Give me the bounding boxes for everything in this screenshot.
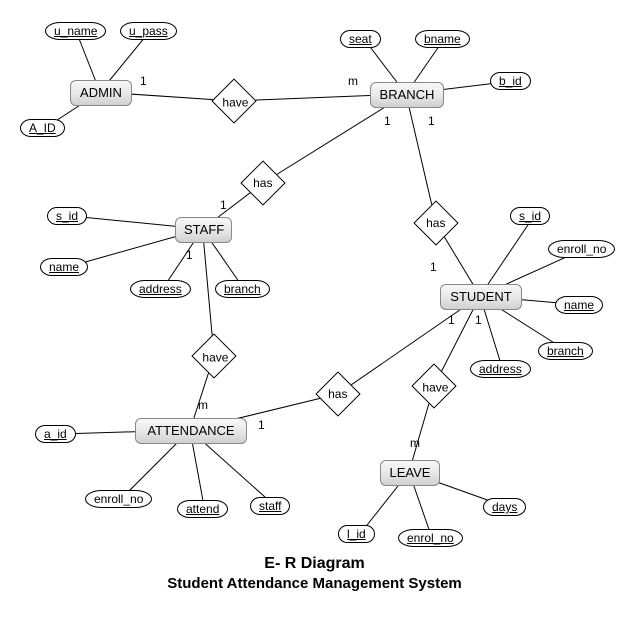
cardinality-label: 1: [430, 260, 437, 274]
entity-label: ADMIN: [80, 85, 122, 100]
node-address_stu: address: [470, 360, 531, 378]
node-seat: seat: [340, 30, 381, 48]
cardinality-label: m: [410, 436, 420, 450]
node-days: days: [483, 498, 526, 516]
node-leave: LEAVE: [380, 460, 440, 486]
attribute-label: branch: [547, 344, 584, 358]
attribute-label: u_pass: [129, 24, 168, 38]
node-address_staff: address: [130, 280, 191, 298]
attribute-label: seat: [349, 32, 372, 46]
relationship-label: has: [253, 172, 272, 194]
node-u_name: u_name: [45, 22, 106, 40]
attribute-label: name: [564, 298, 594, 312]
attribute-label: A_ID: [29, 121, 56, 135]
attribute-label: days: [492, 500, 517, 514]
entity-label: STUDENT: [450, 289, 511, 304]
attribute-label: branch: [224, 282, 261, 296]
attribute-label: name: [49, 260, 79, 274]
attribute-label: enroll_no: [94, 492, 143, 506]
node-l_id: l_id: [338, 525, 375, 543]
node-student: STUDENT: [440, 284, 522, 310]
attribute-label: enrol_no: [407, 531, 454, 545]
node-enroll_no_att: enroll_no: [85, 490, 152, 508]
entity-label: ATTENDANCE: [147, 423, 234, 438]
node-s_id_staff: s_id: [47, 207, 87, 225]
cardinality-label: 1: [448, 313, 455, 327]
er-diagram: ADMIN BRANCH STAFF STUDENT ATTENDANCE LEAVE u_…: [0, 0, 629, 617]
entity-label: LEAVE: [390, 465, 431, 480]
node-branch_stu: branch: [538, 342, 593, 360]
node-admin: ADMIN: [70, 80, 132, 106]
cardinality-label: m: [348, 74, 358, 88]
diagram-title: E- R Diagram: [0, 555, 629, 573]
node-branch: BRANCH: [370, 82, 444, 108]
cardinality-label: 1: [140, 74, 147, 88]
diagram-subtitle: Student Attendance Management System: [0, 575, 629, 592]
node-attendance: ATTENDANCE: [135, 418, 247, 444]
attribute-label: address: [139, 282, 182, 296]
attribute-label: attend: [186, 502, 219, 516]
attribute-label: bname: [424, 32, 461, 46]
node-name_staff: name: [40, 258, 88, 276]
node-bname: bname: [415, 30, 470, 48]
edge-student-rel_student_att: [338, 296, 480, 394]
attribute-label: staff: [259, 499, 281, 513]
node-enroll_no_stu: enroll_no: [548, 240, 615, 258]
relationship-label: have: [222, 91, 248, 113]
cardinality-label: 1: [186, 248, 193, 262]
entity-label: STAFF: [184, 222, 224, 237]
attribute-label: s_id: [519, 209, 541, 223]
cardinality-label: 1: [475, 313, 482, 327]
relationship-label: have: [422, 376, 448, 398]
attribute-label: enroll_no: [557, 242, 606, 256]
node-s_id_stu: s_id: [510, 207, 550, 225]
cardinality-label: 1: [258, 418, 265, 432]
node-b_id: b_id: [490, 72, 531, 90]
attribute-label: address: [479, 362, 522, 376]
attribute-label: b_id: [499, 74, 522, 88]
node-branch_staff: branch: [215, 280, 270, 298]
entity-label: BRANCH: [380, 87, 435, 102]
cardinality-label: 1: [220, 198, 227, 212]
node-a_id: A_ID: [20, 119, 65, 137]
cardinality-label: 1: [428, 114, 435, 128]
node-attend: attend: [177, 500, 228, 518]
node-staff: STAFF: [175, 217, 232, 243]
attribute-label: s_id: [56, 209, 78, 223]
relationship-label: has: [426, 212, 445, 234]
node-a_id_att: a_id: [35, 425, 76, 443]
attribute-label: u_name: [54, 24, 97, 38]
node-name_stu: name: [555, 296, 603, 314]
cardinality-label: 1: [384, 114, 391, 128]
cardinality-label: m: [198, 398, 208, 412]
node-enrol_no_lv: enrol_no: [398, 529, 463, 547]
attribute-label: l_id: [347, 527, 366, 541]
relationship-label: has: [328, 383, 347, 405]
relationship-label: have: [202, 346, 228, 368]
node-u_pass: u_pass: [120, 22, 177, 40]
node-staff_att: staff: [250, 497, 290, 515]
attribute-label: a_id: [44, 427, 67, 441]
